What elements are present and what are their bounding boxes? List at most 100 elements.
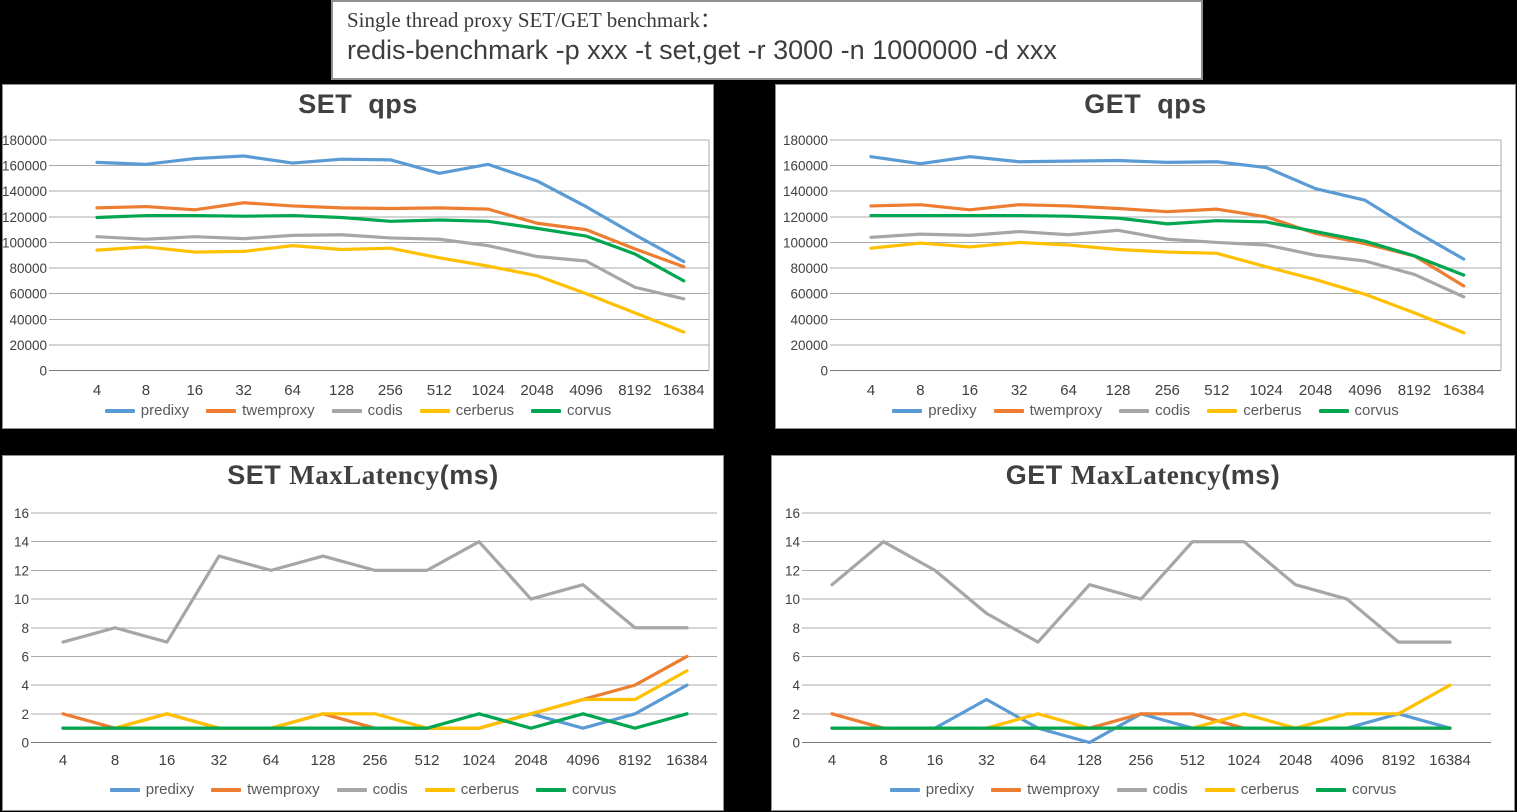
x-axis-label: 4 [93,382,101,399]
legend-label-codis: codis [1155,402,1191,419]
x-axis-label: 4096 [569,382,602,399]
legend-item-cerberus: cerberus [1207,402,1302,420]
x-axis-label: 256 [1155,382,1180,399]
x-axis-label: 32 [1011,382,1028,399]
x-axis-label: 64 [263,752,280,769]
x-axis-label: 1024 [472,382,505,399]
x-axis-label: 8192 [1382,752,1415,769]
chart-legend-get-maxlatency: predixy twemproxy codis cerberus corvus [772,781,1514,799]
x-axis-label: 64 [1030,752,1047,769]
y-axis-label: 0 [820,364,828,379]
chart-panel-get-maxlatency: GET MaxLatency(ms) 16 14 12 10 8 6 4 2 0 4 8 16 32 64… [771,455,1515,811]
legend-swatch-cerberus [1204,788,1235,792]
x-axis-label: 16 [927,752,944,769]
y-axis-label: 140000 [3,184,47,199]
y-axis-label: 80000 [9,261,47,276]
x-axis-label: 4 [867,382,875,399]
series-line-predixy [61,683,689,730]
series-line-codis [869,228,1466,299]
x-axis-label: 1024 [462,752,495,769]
legend-label-predixy: predixy [145,781,195,798]
y-axis-label: 140000 [783,184,828,199]
y-axis-label: 20000 [790,338,828,353]
y-axis-label: 6 [21,649,29,664]
chart-title-part: qps [368,89,418,119]
y-axis-label: 80000 [790,261,828,276]
legend-swatch-predixy [104,409,135,413]
x-axis-label: 4 [828,752,836,769]
chart-title-part: qps [1157,89,1207,119]
chart-plot-set-qps: 180000 160000 140000 120000 100000 80000 60000… [3,133,710,399]
legend-swatch-corvus [1316,788,1347,792]
y-axis-label: 10 [785,592,800,607]
legend-label-corvus: corvus [1354,402,1399,419]
y-axis-label: 0 [39,364,47,379]
x-axis-label: 8 [142,382,150,399]
legend-swatch-codis [331,409,362,413]
y-axis-label: 180000 [3,133,47,148]
legend-item-predixy: predixy [889,781,975,799]
series-line-corvus [61,712,689,730]
legend-label-predixy: predixy [140,402,190,419]
y-axis-label: 0 [21,736,29,751]
legend-item-predixy: predixy [892,402,977,420]
legend-item-codis: codis [1116,781,1188,799]
chart-title-get-qps: GET qps [776,89,1515,120]
y-axis-label: 10 [14,592,29,607]
x-axis-label: 8192 [618,382,651,399]
legend-swatch-twemproxy [991,788,1022,792]
y-axis-label: 4 [792,678,800,693]
chart-title-part: SET [298,89,369,119]
legend-label-predixy: predixy [925,781,975,798]
legend-item-codis: codis [331,402,403,420]
series-line-predixy [95,154,686,264]
x-axis-label: 4096 [1330,752,1363,769]
legend-swatch-predixy [889,788,920,792]
legend-item-cerberus: cerberus [1204,781,1300,799]
legend-swatch-codis [1119,409,1150,413]
chart-panel-set-qps: SET qps 180000 160000 140000 120000 100000 80… [2,84,714,429]
x-axis-label: 8192 [618,752,651,769]
legend-label-cerberus: cerberus [455,402,515,419]
legend-swatch-corvus [531,409,562,413]
legend-label-cerberus: cerberus [1240,781,1300,798]
y-axis-label: 8 [21,621,29,636]
series-line-cerberus [95,244,686,334]
series-line-predixy [830,697,1452,745]
x-axis-label: 64 [1060,382,1077,399]
y-axis-label: 40000 [790,312,828,327]
series-line-codis [61,540,689,644]
x-axis-label: 32 [211,752,228,769]
y-axis-label: 160000 [3,159,47,174]
y-axis-label: 12 [14,563,29,578]
legend-swatch-twemproxy [211,788,242,792]
benchmark-command-line: redis-benchmark -p xxx -t set,get -r 300… [347,35,1057,65]
x-axis-label: 128 [1105,382,1130,399]
x-axis-label: 512 [427,382,452,399]
x-axis-label: 4 [59,752,67,769]
x-axis-label: 16384 [663,382,705,399]
x-axis-label: 128 [310,752,335,769]
y-axis-label: 14 [785,535,801,550]
chart-title-part: (ms) [1221,460,1281,490]
chart-panel-get-qps: GET qps 180000 160000 140000 120000 100000 80… [775,84,1516,429]
y-axis-label: 4 [21,678,29,693]
x-axis-label: 16 [186,382,203,399]
x-axis-label: 16384 [666,752,708,769]
legend-label-corvus: corvus [567,402,612,419]
legend-swatch-twemproxy [993,409,1024,413]
y-axis-label: 60000 [790,287,828,302]
y-axis-label: 100000 [783,235,828,250]
y-axis-label: 120000 [3,210,47,225]
x-axis-label: 8 [111,752,119,769]
x-axis-label: 2048 [520,382,553,399]
series-line-cerberus [869,240,1466,335]
chart-title-part: (ms) [439,460,499,490]
legend-item-codis: codis [1119,402,1190,420]
legend-item-codis: codis [336,781,408,799]
series-line-corvus [869,213,1466,277]
legend-label-cerberus: cerberus [460,781,520,798]
x-axis-label: 16384 [1429,752,1471,769]
x-axis-label: 16384 [1443,382,1485,399]
x-axis-label: 256 [378,382,403,399]
